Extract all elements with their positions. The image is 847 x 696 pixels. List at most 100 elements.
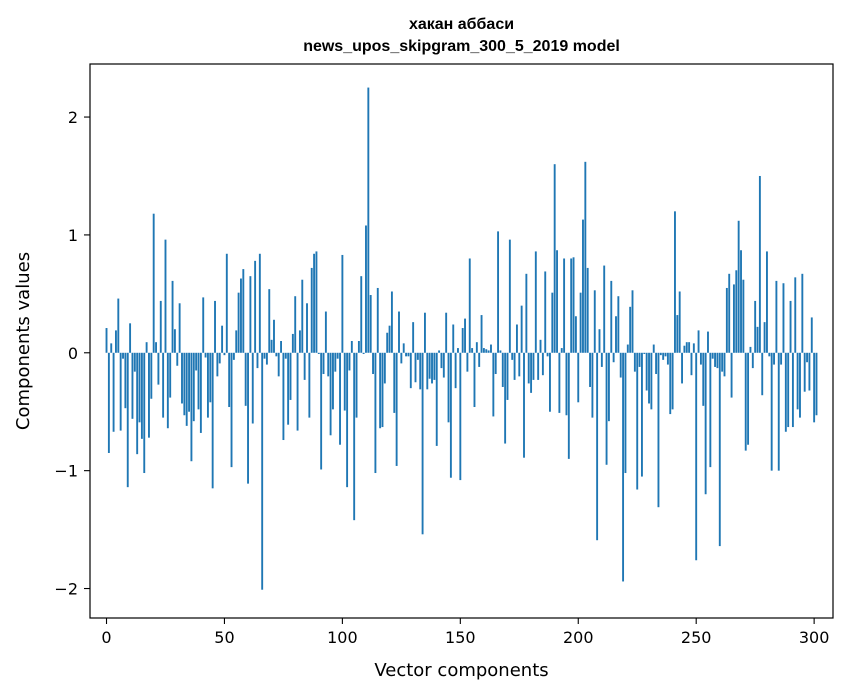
bar	[199, 352, 202, 433]
bar	[492, 352, 495, 417]
bar	[723, 352, 726, 377]
bar	[676, 315, 679, 353]
bar	[188, 352, 191, 412]
bar	[289, 352, 292, 400]
bar	[339, 352, 341, 445]
bar	[282, 352, 285, 441]
bar	[310, 267, 313, 353]
bar	[681, 352, 683, 384]
bar	[296, 352, 299, 431]
bar	[537, 352, 540, 380]
bar	[813, 352, 816, 423]
bar	[424, 312, 426, 353]
bar	[534, 251, 537, 353]
bar	[527, 352, 530, 384]
bar	[390, 291, 393, 353]
bar	[334, 352, 337, 372]
bar	[544, 271, 547, 353]
bar	[249, 276, 252, 353]
bar	[435, 352, 438, 446]
bar	[789, 300, 792, 353]
bar	[475, 342, 478, 353]
bar	[237, 292, 240, 353]
bar	[317, 352, 320, 354]
bar	[225, 253, 228, 353]
bar	[131, 352, 134, 419]
bar	[506, 352, 509, 400]
bar	[657, 352, 660, 508]
bar	[664, 352, 667, 357]
bar	[669, 352, 672, 415]
bar	[619, 352, 622, 378]
bar	[459, 352, 462, 481]
bar	[744, 352, 747, 451]
bar	[336, 352, 339, 359]
bar	[367, 87, 370, 353]
bar	[402, 343, 405, 353]
bar	[766, 251, 768, 353]
bar	[280, 341, 282, 353]
bar	[362, 352, 365, 354]
chart-subtitle: news_upos_skipgram_300_5_2019 model	[303, 38, 620, 55]
bar	[589, 352, 591, 387]
bar	[235, 330, 238, 353]
bar	[652, 344, 655, 353]
bar	[631, 290, 634, 353]
bar	[140, 352, 143, 439]
bar	[162, 352, 165, 418]
bar	[164, 239, 167, 353]
bar	[466, 352, 469, 372]
bar	[553, 164, 556, 353]
bar	[763, 322, 766, 353]
y-axis-ticks: −2 −1 0 1 2	[54, 108, 90, 599]
bar	[110, 343, 113, 353]
bar	[718, 352, 721, 547]
bar	[530, 352, 533, 393]
bar	[711, 352, 714, 359]
bar	[414, 352, 417, 383]
bar	[690, 352, 693, 376]
bar	[504, 352, 507, 444]
bar	[150, 352, 153, 399]
bar	[197, 352, 200, 410]
bar	[426, 352, 429, 390]
bar	[607, 352, 610, 422]
bar	[320, 352, 323, 470]
bar	[119, 352, 122, 431]
bar	[159, 300, 162, 353]
bar	[485, 349, 488, 353]
bar	[419, 352, 422, 390]
bar	[794, 277, 797, 353]
bar	[560, 348, 563, 353]
bar	[737, 220, 740, 353]
bar	[291, 333, 294, 353]
bar	[254, 260, 257, 353]
bar	[454, 352, 457, 389]
bar	[567, 352, 570, 459]
bar	[549, 352, 551, 412]
bar	[230, 352, 233, 468]
bar	[428, 352, 431, 379]
bar	[685, 342, 688, 353]
bar	[513, 352, 516, 380]
bar	[143, 352, 146, 474]
bar	[395, 352, 398, 466]
bar	[464, 318, 466, 353]
bar	[641, 352, 643, 477]
bar	[586, 267, 589, 353]
bar	[379, 352, 382, 429]
bar	[714, 352, 717, 367]
bar	[572, 257, 575, 353]
bar	[520, 305, 523, 353]
bar	[735, 270, 738, 353]
bar	[615, 316, 617, 353]
bar	[166, 352, 169, 429]
bar	[242, 269, 245, 353]
bar	[405, 352, 408, 357]
bar	[749, 346, 752, 353]
bar	[409, 352, 412, 389]
bar	[407, 352, 410, 357]
bar	[306, 303, 308, 353]
bar	[803, 352, 806, 392]
bar	[598, 329, 601, 353]
